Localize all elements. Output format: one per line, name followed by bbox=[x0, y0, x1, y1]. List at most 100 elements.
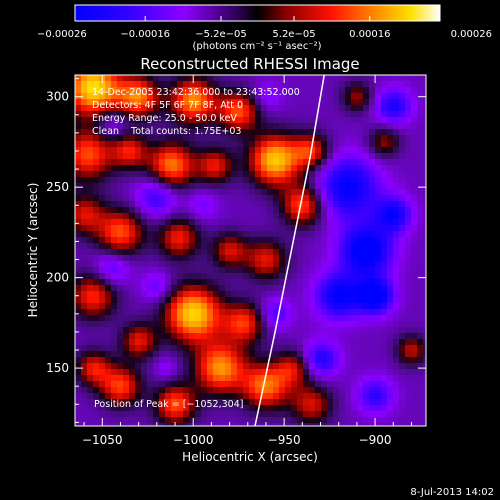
heatmap-pixel bbox=[87, 381, 94, 388]
heatmap-pixel bbox=[249, 315, 256, 322]
heatmap-pixel bbox=[111, 423, 118, 426]
heatmap-pixel bbox=[333, 171, 340, 178]
heatmap-pixel bbox=[261, 417, 268, 424]
heatmap-pixel bbox=[291, 171, 298, 178]
heatmap-pixel bbox=[219, 279, 226, 286]
heatmap-pixel bbox=[267, 201, 274, 208]
heatmap-pixel bbox=[231, 165, 238, 172]
heatmap-pixel bbox=[303, 357, 310, 364]
heatmap-pixel bbox=[129, 375, 136, 382]
heatmap-pixel bbox=[81, 237, 88, 244]
heatmap-pixel bbox=[237, 123, 244, 130]
heatmap-pixel bbox=[207, 261, 214, 268]
heatmap-pixel bbox=[393, 195, 400, 202]
heatmap-pixel bbox=[195, 213, 202, 220]
heatmap-pixel bbox=[195, 219, 202, 226]
heatmap-pixel bbox=[285, 159, 292, 166]
heatmap-pixel bbox=[333, 117, 340, 124]
heatmap-pixel bbox=[189, 291, 196, 298]
heatmap-pixel bbox=[87, 237, 94, 244]
heatmap-pixel bbox=[285, 291, 292, 298]
heatmap-pixel bbox=[189, 225, 196, 232]
heatmap-pixel bbox=[153, 273, 160, 280]
heatmap-pixel bbox=[123, 357, 130, 364]
heatmap-pixel bbox=[423, 351, 426, 358]
heatmap-pixel bbox=[273, 117, 280, 124]
heatmap-pixel bbox=[387, 423, 394, 426]
heatmap-pixel bbox=[309, 375, 316, 382]
heatmap-pixel bbox=[393, 375, 400, 382]
heatmap-pixel bbox=[147, 321, 154, 328]
heatmap-pixel bbox=[153, 225, 160, 232]
heatmap-pixel bbox=[141, 423, 148, 426]
heatmap-pixel bbox=[117, 255, 124, 262]
heatmap-pixel bbox=[357, 147, 364, 154]
heatmap-pixel bbox=[93, 261, 100, 268]
heatmap-pixel bbox=[387, 141, 394, 148]
heatmap-pixel bbox=[393, 333, 400, 340]
heatmap-pixel bbox=[357, 273, 364, 280]
heatmap-pixel bbox=[225, 129, 232, 136]
heatmap-pixel bbox=[153, 153, 160, 160]
heatmap-pixel bbox=[243, 189, 250, 196]
heatmap-pixel bbox=[117, 105, 124, 112]
heatmap-pixel bbox=[177, 393, 184, 400]
heatmap-pixel bbox=[375, 195, 382, 202]
heatmap-pixel bbox=[291, 303, 298, 310]
heatmap-pixel bbox=[81, 285, 88, 292]
heatmap-pixel bbox=[75, 405, 82, 412]
heatmap-pixel bbox=[111, 267, 118, 274]
heatmap-pixel bbox=[201, 411, 208, 418]
heatmap-pixel bbox=[147, 159, 154, 166]
heatmap-pixel bbox=[255, 255, 262, 262]
heatmap-pixel bbox=[369, 123, 376, 130]
heatmap-pixel bbox=[81, 207, 88, 214]
heatmap-pixel bbox=[399, 279, 406, 286]
heatmap-pixel bbox=[105, 123, 112, 130]
heatmap-pixel bbox=[165, 303, 172, 310]
heatmap-pixel bbox=[135, 213, 142, 220]
heatmap-pixel bbox=[393, 399, 400, 406]
heatmap-pixel bbox=[411, 387, 418, 394]
heatmap-pixel bbox=[135, 411, 142, 418]
heatmap-pixel bbox=[285, 171, 292, 178]
heatmap-pixel bbox=[327, 123, 334, 130]
heatmap-pixel bbox=[405, 333, 412, 340]
heatmap-pixel bbox=[417, 165, 424, 172]
heatmap-pixel bbox=[279, 375, 286, 382]
heatmap-pixel bbox=[303, 315, 310, 322]
heatmap-pixel bbox=[411, 399, 418, 406]
heatmap-pixel bbox=[309, 75, 316, 82]
heatmap-pixel bbox=[357, 417, 364, 424]
heatmap-pixel bbox=[309, 87, 316, 94]
heatmap-pixel bbox=[423, 165, 426, 172]
heatmap-pixel bbox=[405, 225, 412, 232]
heatmap-pixel bbox=[147, 369, 154, 376]
heatmap-pixel bbox=[387, 285, 394, 292]
heatmap-pixel bbox=[165, 423, 172, 426]
heatmap-pixel bbox=[123, 105, 130, 112]
info-detectors: Detectors: 4F 5F 6F 7F 8F, Att 0 bbox=[92, 100, 243, 111]
heatmap-pixel bbox=[417, 309, 424, 316]
heatmap-pixel bbox=[81, 351, 88, 358]
heatmap-pixel bbox=[165, 177, 172, 184]
heatmap-pixel bbox=[423, 387, 426, 394]
heatmap-pixel bbox=[147, 393, 154, 400]
heatmap-pixel bbox=[399, 141, 406, 148]
heatmap-pixel bbox=[111, 93, 118, 100]
heatmap-pixel bbox=[93, 183, 100, 190]
heatmap-pixel bbox=[117, 159, 124, 166]
heatmap-pixel bbox=[201, 333, 208, 340]
heatmap-pixel bbox=[195, 81, 202, 88]
heatmap-pixel bbox=[315, 249, 322, 256]
heatmap-pixel bbox=[219, 339, 226, 346]
heatmap-pixel bbox=[147, 375, 154, 382]
heatmap-pixel bbox=[243, 303, 250, 310]
heatmap-pixel bbox=[297, 291, 304, 298]
heatmap-pixel bbox=[87, 141, 94, 148]
heatmap-pixel bbox=[327, 129, 334, 136]
heatmap-pixel bbox=[261, 225, 268, 232]
heatmap-pixel bbox=[123, 117, 130, 124]
heatmap-pixel bbox=[339, 93, 346, 100]
heatmap-pixel bbox=[111, 159, 118, 166]
